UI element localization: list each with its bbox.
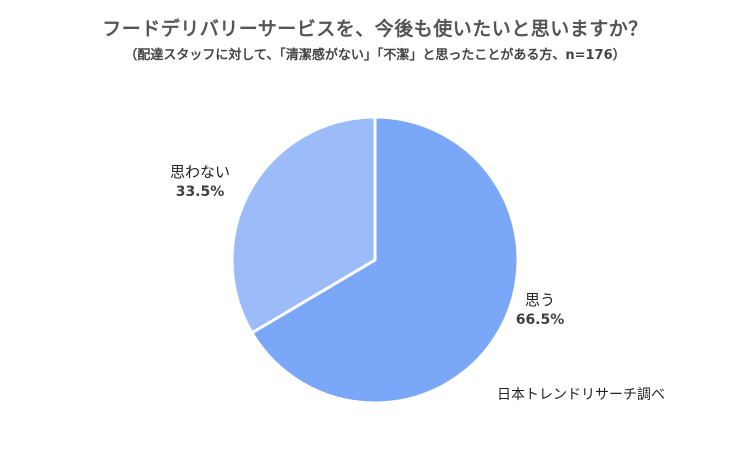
chart-subtitle: （配達スタッフに対して、「清潔感がない」「不潔」と思ったことがある方、n=176… [124, 48, 626, 63]
slice-value-omou: 66.5% [515, 312, 565, 328]
pie-slice-omowanai [230, 115, 377, 335]
chart-title: フードデリバリーサービスを、今後も使いたいと思いますか？ [102, 18, 648, 40]
slice-label-omou: 思う 66.5% [510, 290, 570, 330]
slice-value-omowanai: 33.5% [175, 184, 225, 200]
pie-slice-omou [250, 115, 520, 405]
slice-label-omowanai: 思わない 33.5% [160, 162, 240, 202]
slice-name-omou: 思う [524, 291, 555, 309]
slice-name-omowanai: 思わない [169, 163, 230, 181]
source-note: 日本トレンドリサーチ調べ [497, 387, 665, 403]
